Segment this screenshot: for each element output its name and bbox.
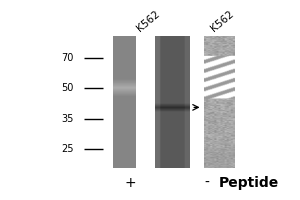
Text: 25: 25 [61,144,74,154]
Text: -: - [205,176,209,190]
Text: +: + [125,176,136,190]
Text: 50: 50 [61,83,74,93]
Text: K562: K562 [135,9,162,34]
Text: Peptide: Peptide [219,176,279,190]
Text: K562: K562 [208,9,236,34]
Text: 35: 35 [61,114,74,124]
Text: 70: 70 [61,53,74,63]
